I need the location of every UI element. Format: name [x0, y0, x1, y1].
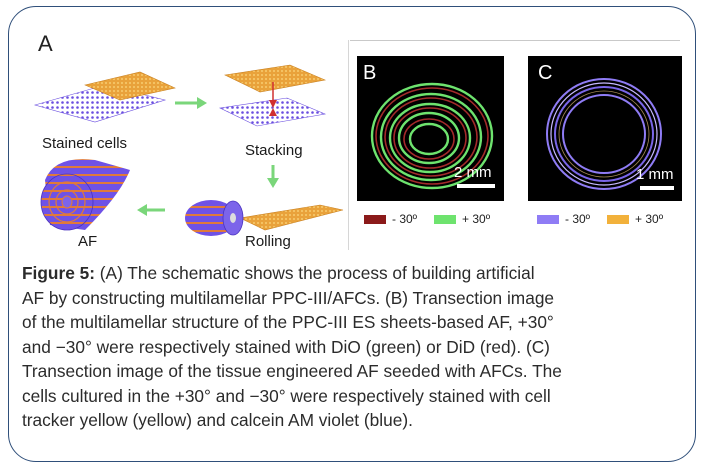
caption-line-2: AF by constructing multilamellar PPC-III…	[22, 287, 555, 308]
panel-c-label: C	[538, 62, 553, 84]
scale-bar	[640, 186, 674, 190]
arrow-right-icon	[175, 97, 207, 109]
panel-divider	[348, 40, 349, 250]
caption-title: Figure 5:	[22, 263, 95, 283]
stacking-sheets	[218, 64, 327, 127]
caption-line-4: and −30° were respectively stained with …	[22, 336, 550, 357]
caption-line-3: of the multilamellar structure of the PP…	[22, 312, 554, 332]
panel-b-label: B	[363, 62, 377, 84]
caption-line-6: cells cultured in the +30° and −30° were…	[22, 385, 551, 406]
legend-swatch-violet	[537, 214, 559, 224]
violet-spiral-image	[528, 56, 682, 201]
label-stained-cells: Stained cells	[42, 135, 128, 152]
panel-c-legend-plus: + 30º	[607, 212, 663, 226]
panel-b-image: B 2 mm	[357, 56, 504, 201]
label-rolling: Rolling	[245, 233, 291, 250]
panel-a-label: A	[38, 31, 53, 56]
label-stacking: Stacking	[245, 142, 303, 159]
legend-swatch-red	[364, 214, 386, 224]
panel-c-legend-minus: - 30º	[537, 212, 590, 226]
caption-line-5: Transection image of the tissue engineer…	[22, 361, 562, 381]
figure-frame	[8, 6, 696, 462]
panel-a-schematic	[33, 64, 344, 236]
af-roll-illustration	[40, 159, 130, 231]
legend-swatch-green	[434, 214, 456, 224]
figure-caption: Figure 5: (A) The schematic shows the pr…	[22, 261, 686, 433]
label-af: AF	[78, 233, 98, 250]
caption-line-1: Figure 5: (A) The schematic shows the pr…	[22, 263, 535, 283]
panel-c-image: C 1 mm	[528, 56, 682, 201]
rolling-illustration	[185, 200, 344, 236]
panel-b-legend-plus: + 30º	[434, 212, 490, 226]
top-rule	[350, 40, 680, 41]
arrow-down-icon	[267, 165, 279, 188]
stained-cells-sheets	[33, 71, 176, 123]
scale-bar	[457, 184, 495, 188]
green-red-spiral-image	[357, 56, 504, 201]
legend-swatch-yellow	[607, 214, 629, 224]
arrow-left-icon	[137, 204, 165, 216]
caption-line-7: tracker yellow (yellow) and calcein AM v…	[22, 410, 413, 430]
panel-c-scale-text: 1 mm	[636, 166, 674, 183]
panel-b-legend-minus: - 30º	[364, 212, 417, 226]
panel-b-scale-text: 2 mm	[454, 164, 492, 181]
